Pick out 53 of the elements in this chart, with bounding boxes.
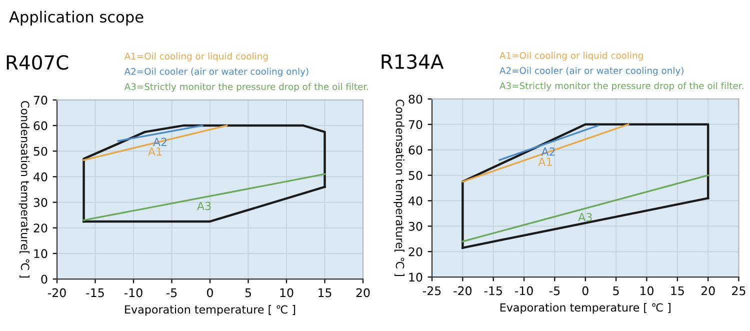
y-tick-label: 20 [34,224,48,233]
text: A2=Oil cooler (air or water cooling only) [500,66,684,76]
series-label: A3 [197,202,211,210]
y-tick-label: 30 [34,198,48,207]
y-tick-label: 10 [409,272,422,282]
chart-title: R134A [382,54,444,69]
x-tick-label: -25 [422,286,441,296]
y-tick-label: 60 [408,146,422,154]
y-tick-label: 40 [34,172,48,182]
y-tick-label: 60 [34,121,48,130]
x-tick-label: -20 [454,286,472,296]
x-tick-label: -5 [549,286,560,296]
x-tick-label: 0 [207,288,213,298]
y-axis-title: Condensation temperature[ ℃ ] [394,100,404,276]
x-tick-label: -15 [484,286,502,296]
y-axis-title: Condensation temperature[ ℃ ] [18,101,30,278]
chart-title: R407C [6,55,68,70]
y-tick-label: 10 [34,249,48,258]
x-tick-label: 0 [582,286,588,296]
x-tick-label: 20 [701,286,715,296]
x-tick-label: 5 [613,286,619,296]
x-tick-label: 10 [280,288,294,298]
series-label: A1 [148,148,162,156]
text: A3=Strictly monitor the pressure drop of the oil filter. [124,82,368,92]
text: A2=Oil cooler (air or water cooling only) [124,68,308,77]
text: Application scope [9,10,144,26]
x-tick-label: -20 [48,288,66,298]
y-tick-label: 80 [408,94,422,104]
y-tick-label: 0 [41,274,48,284]
y-tick-label: 30 [408,222,422,231]
series-label: A1 [538,158,552,166]
x-tick-label: 5 [245,288,251,298]
x-tick-label: 15 [318,288,332,298]
x-tick-label: 25 [732,286,746,296]
x-axis-title: Evaporation temperature [ ℃ ] [125,305,296,316]
y-tick-label: 70 [408,120,422,130]
y-tick-label: 50 [408,171,422,180]
y-tick-label: 70 [34,96,48,105]
x-tick-label: -5 [166,288,177,298]
text: A3=Strictly monitor the pressure drop of the oil filter. [500,82,744,91]
y-tick-label: 40 [408,196,422,206]
x-tick-label: 15 [671,286,684,296]
x-tick-label: -10 [124,288,142,298]
y-tick-label: 50 [34,146,48,156]
x-tick-label: 20 [356,288,370,298]
x-tick-label: 10 [640,286,654,296]
text: A1=Oil cooling or liquid cooling [500,52,643,61]
series-label: A3 [578,212,592,222]
x-tick-label: -10 [514,286,533,296]
y-tick-label: 20 [408,247,422,256]
x-axis-title: Evaporation temperature [ ℃ ] [500,303,670,314]
text: A1=Oil cooling or liquid cooling [124,52,268,62]
x-tick-label: -15 [86,288,104,298]
